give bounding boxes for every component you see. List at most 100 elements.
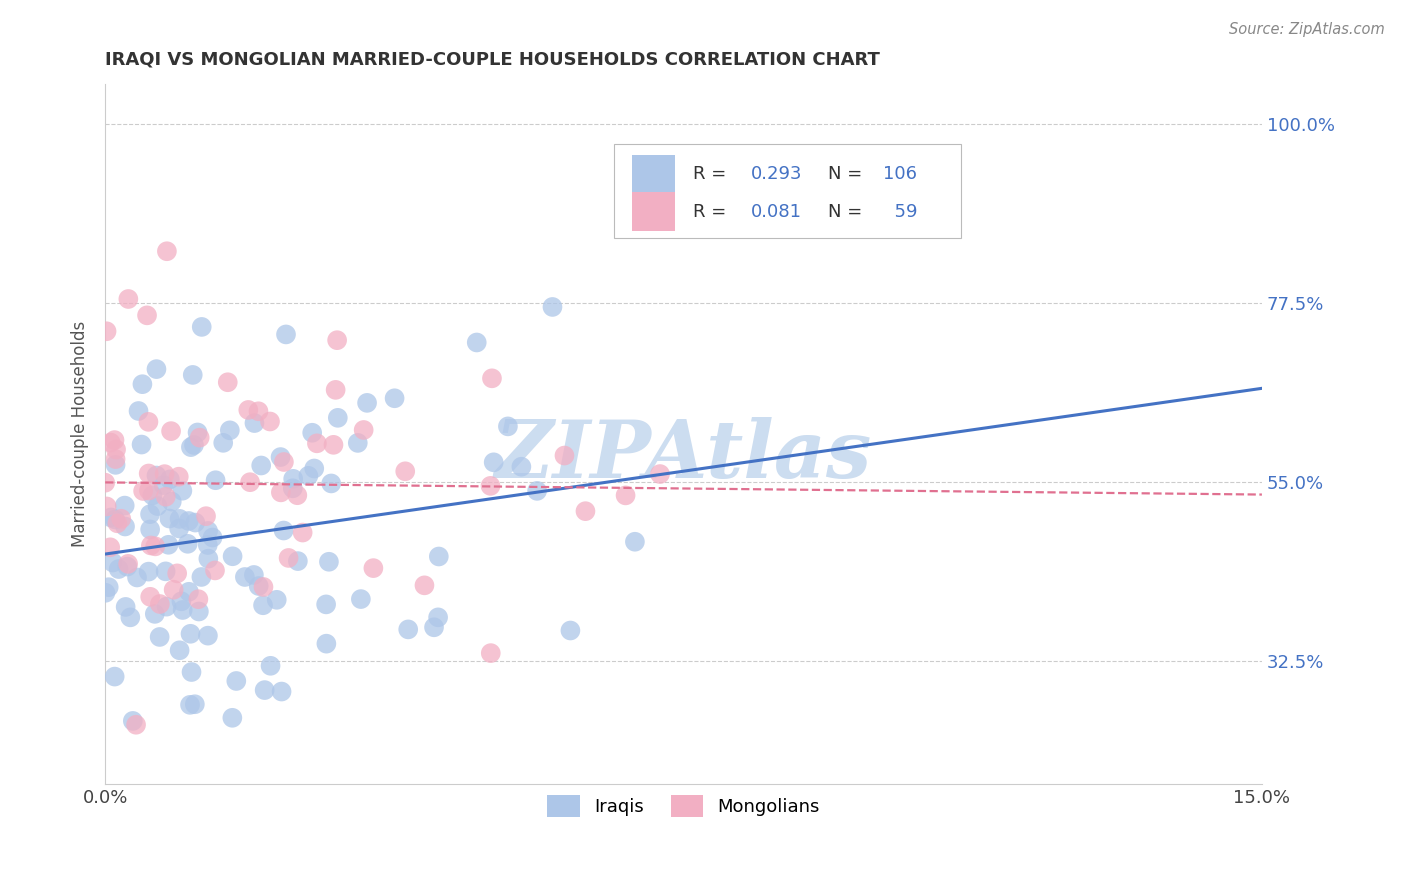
Point (273, 455, 295, 469)
Point (221, 549, 243, 564)
Point (423, 620, 446, 634)
Point (152, 478, 174, 492)
Point (479, 479, 502, 493)
Point (624, 534, 647, 549)
Point (104, 670, 127, 684)
Point (96, 500, 118, 514)
Text: N =: N = (828, 165, 868, 183)
Point (145, 362, 167, 376)
Point (136, 309, 159, 323)
Point (132, 483, 155, 498)
Point (138, 483, 160, 498)
Point (233, 570, 256, 584)
Point (291, 525, 314, 540)
Point (105, 516, 128, 531)
Point (287, 554, 309, 568)
Point (96, 324, 118, 338)
Point (363, 561, 385, 575)
Point (167, 521, 190, 535)
Point (155, 490, 177, 504)
Point (325, 383, 347, 397)
Text: 59: 59 (883, 202, 917, 220)
Point (253, 683, 276, 698)
Point (201, 531, 224, 545)
Point (204, 563, 226, 577)
Point (149, 630, 172, 644)
Text: 0.081: 0.081 (751, 202, 801, 220)
Point (218, 423, 240, 437)
Point (172, 603, 194, 617)
Point (285, 488, 308, 502)
Point (100, 510, 122, 524)
Text: Source: ZipAtlas.com: Source: ZipAtlas.com (1229, 22, 1385, 37)
Point (177, 537, 200, 551)
Point (117, 557, 139, 571)
Point (104, 458, 127, 472)
Text: R =: R = (693, 202, 731, 220)
Point (98, 541, 121, 555)
Point (321, 476, 343, 491)
Point (541, 300, 564, 314)
Point (141, 488, 163, 502)
Point (114, 599, 136, 614)
Point (169, 512, 191, 526)
Point (114, 519, 136, 533)
Point (172, 483, 194, 498)
Point (169, 643, 191, 657)
Point (318, 555, 340, 569)
Point (553, 449, 575, 463)
Point (143, 540, 166, 554)
Point (315, 637, 337, 651)
Point (479, 646, 502, 660)
Point (197, 551, 219, 566)
Point (252, 580, 274, 594)
Point (100, 435, 122, 450)
Point (482, 455, 505, 469)
Point (125, 570, 148, 584)
Point (353, 423, 375, 437)
Point (270, 684, 292, 698)
Text: 0.293: 0.293 (751, 165, 803, 183)
Text: R =: R = (693, 165, 731, 183)
Point (121, 714, 143, 728)
Point (166, 566, 188, 581)
Point (101, 556, 124, 570)
Point (326, 410, 349, 425)
Point (190, 319, 212, 334)
Point (94, 475, 117, 490)
Point (648, 467, 671, 481)
Point (510, 459, 533, 474)
Point (105, 442, 128, 457)
Point (270, 450, 292, 464)
FancyBboxPatch shape (631, 154, 675, 194)
Point (110, 512, 132, 526)
Y-axis label: Married-couple Households: Married-couple Households (72, 321, 89, 548)
Point (243, 568, 266, 582)
Point (195, 509, 218, 524)
Point (465, 335, 488, 350)
Point (170, 594, 193, 608)
Point (239, 475, 262, 490)
Point (247, 579, 270, 593)
Point (97, 580, 120, 594)
Point (153, 467, 176, 482)
Point (114, 499, 136, 513)
Point (186, 425, 208, 440)
FancyBboxPatch shape (631, 193, 675, 231)
Point (270, 485, 292, 500)
Point (277, 551, 299, 566)
Point (162, 582, 184, 597)
Point (167, 469, 190, 483)
Point (188, 431, 211, 445)
Point (177, 514, 200, 528)
Point (496, 419, 519, 434)
Point (273, 524, 295, 538)
Point (131, 437, 153, 451)
Point (427, 610, 450, 624)
Point (197, 629, 219, 643)
Point (384, 391, 406, 405)
Point (247, 404, 270, 418)
Point (243, 416, 266, 430)
FancyBboxPatch shape (614, 144, 962, 238)
Point (104, 452, 127, 467)
